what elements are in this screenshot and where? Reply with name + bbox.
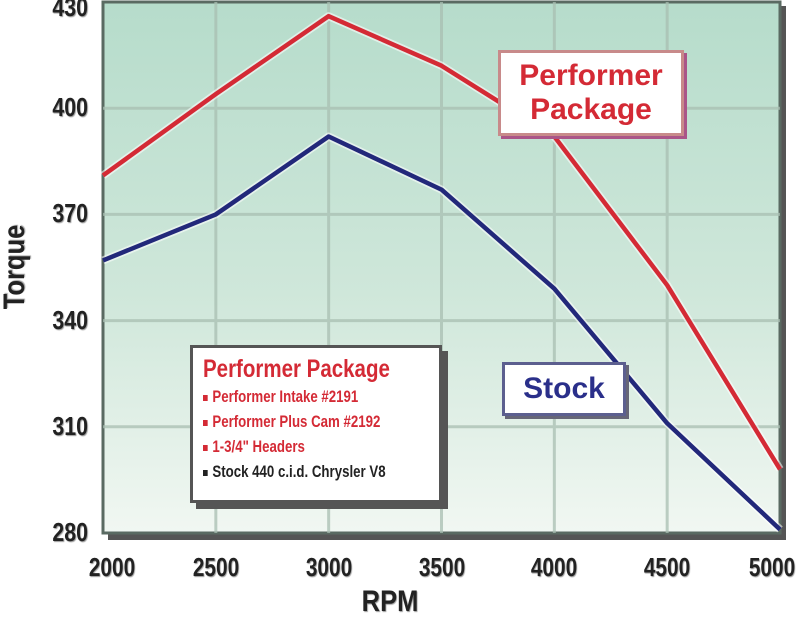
legend-item-text: Performer Plus Cam #2192 (212, 412, 381, 431)
x-tick-label: 2000 (88, 552, 136, 582)
y-tick-label: 280 (52, 517, 88, 547)
performer-package-callout: Performer Package (498, 50, 684, 136)
y-tick-label: 400 (52, 92, 88, 123)
legend-item: Performer Intake #2191 (203, 384, 379, 409)
x-axis-label: RPM (361, 585, 419, 618)
legend-title: Performer Package (203, 355, 390, 383)
legend-item: Stock 440 c.i.d. Chrysler V8 (203, 459, 386, 484)
callout-line-2: Package (530, 93, 652, 126)
x-tick-label: 3500 (418, 552, 465, 582)
series-lines (100, 12, 784, 533)
x-tick-label: 4000 (531, 552, 578, 582)
stock-callout: Stock (502, 362, 626, 416)
y-tick-label: 430 (52, 0, 88, 22)
y-tick-label: 310 (52, 410, 88, 441)
y-tick-label: 340 (52, 304, 88, 335)
bullet-icon (203, 419, 208, 426)
y-tick-label: 370 (52, 198, 88, 229)
x-tick-label: 2500 (192, 552, 239, 582)
legend-item-text: Stock 440 c.i.d. Chrysler V8 (212, 462, 386, 481)
legend-item: 1-3/4" Headers (203, 434, 379, 459)
callout-line-1: Performer (519, 59, 663, 92)
legend-box: Performer Package Performer Intake #2191… (190, 345, 442, 503)
bullet-icon (203, 444, 208, 451)
series-line-stock (102, 134, 782, 532)
legend-item: Performer Plus Cam #2192 (203, 409, 381, 434)
bullet-icon (203, 394, 208, 401)
x-tick-label: 3000 (305, 552, 352, 582)
y-axis-label: Torque (0, 224, 31, 310)
x-tick-label: 5000 (748, 552, 796, 582)
legend-items: Performer Intake #2191 Performer Plus Cam… (203, 384, 429, 484)
legend-item-text: Performer Intake #2191 (212, 387, 359, 406)
bullet-icon (203, 469, 208, 476)
series-line-performer-package (101, 13, 782, 471)
x-tick-label: 4500 (644, 552, 691, 582)
legend-item-text: 1-3/4" Headers (212, 437, 305, 456)
